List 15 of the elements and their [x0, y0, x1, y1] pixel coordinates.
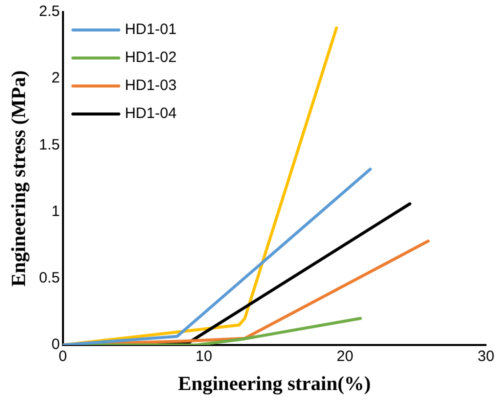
- x-tick-label: 20: [336, 348, 354, 366]
- x-axis-title: Engineering strain(%): [178, 373, 371, 396]
- legend-label: HD1-04: [124, 105, 177, 122]
- legend-label: HD1-02: [124, 49, 177, 66]
- y-tick-label: 2: [52, 70, 60, 87]
- y-tick-label: 1.5: [38, 136, 60, 154]
- legend-label: HD1-03: [124, 77, 177, 94]
- y-tick-label: 0.5: [38, 270, 60, 287]
- y-axis-title: Engineering stress (MPa): [8, 70, 30, 287]
- x-tick-label: 10: [196, 348, 212, 366]
- x-tick-label: 30: [478, 348, 494, 366]
- legend-label: HD1-01: [124, 21, 177, 38]
- y-tick-label: 0: [52, 336, 60, 354]
- y-tick-label: 1: [52, 202, 60, 220]
- y-tick-label: 2.5: [38, 3, 60, 20]
